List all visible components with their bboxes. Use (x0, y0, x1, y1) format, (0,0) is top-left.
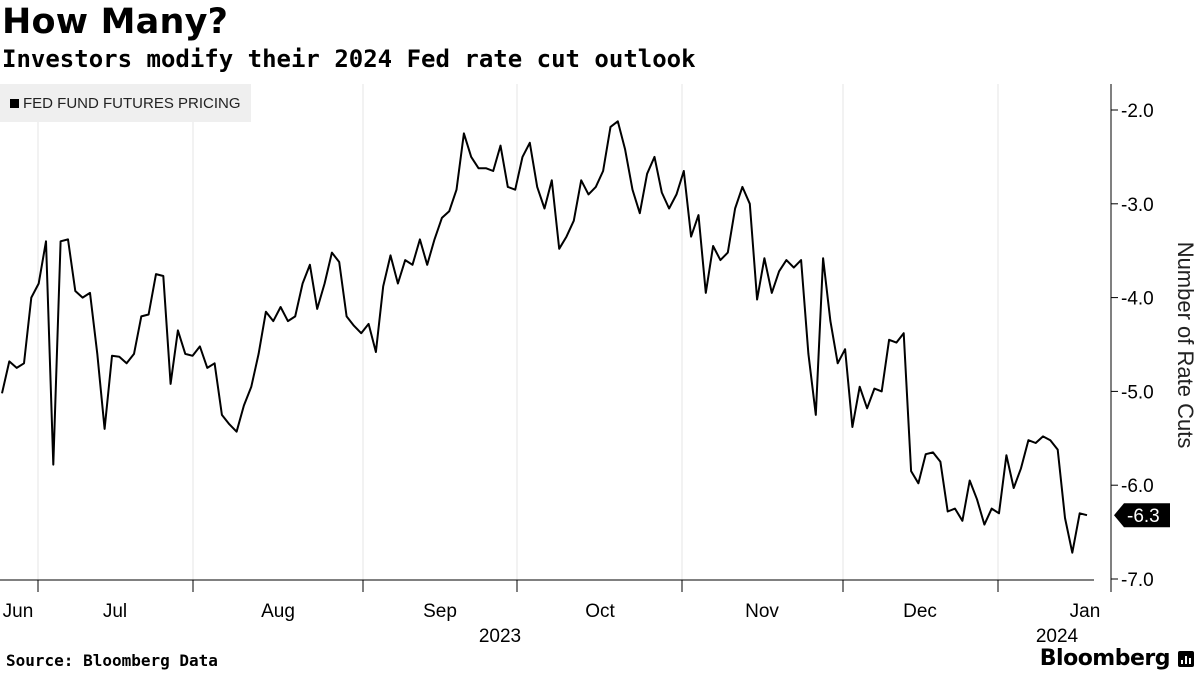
x-axis: Jun Jul Aug Sep Oct Nov Dec Jan 2023 2024 (0, 579, 1101, 647)
y-tick-label: -3.0 (1121, 195, 1154, 216)
x-tick-label: Jun (3, 601, 34, 622)
x-tick-label: Sep (423, 601, 457, 622)
brand-logo-text: Bloomberg (1039, 646, 1171, 671)
x-tick-label: Jul (103, 601, 127, 622)
last-value-label: -6.3 (1127, 506, 1160, 527)
y-tick-label: -5.0 (1121, 382, 1154, 403)
x-tick-label: Jan (1070, 601, 1101, 622)
last-value-badge (1114, 503, 1170, 528)
series-line-fed-fund-futures (1, 120, 1088, 554)
chart-title: How Many? (2, 2, 229, 42)
legend-swatch (10, 98, 19, 108)
bloomberg-terminal-icon (1178, 651, 1194, 667)
y-tick-label: -4.0 (1121, 289, 1154, 310)
x-tick-label: Aug (261, 601, 295, 622)
last-value-marker: -6.3 (1114, 503, 1170, 528)
x-tick-label: Dec (903, 601, 937, 622)
x-year-label: 2023 (479, 626, 521, 647)
y-tick-label: -2.0 (1121, 101, 1154, 122)
x-year-label: 2024 (1036, 626, 1079, 647)
grid-lines (37, 84, 999, 580)
x-tick-label: Nov (745, 601, 779, 622)
chart-subtitle: Investors modify their 2024 Fed rate cut… (2, 45, 696, 73)
y-axis: -2.0 -3.0 -4.0 -5.0 -6.0 -7.0 (1110, 84, 1154, 592)
source-note: Source: Bloomberg Data (6, 651, 218, 670)
y-axis-title: Number of Rate Cuts (1173, 242, 1198, 449)
x-tick-label: Oct (585, 601, 615, 622)
y-tick-label: -6.0 (1121, 476, 1154, 497)
legend: FED FUND FUTURES PRICING (0, 84, 251, 122)
legend-label: FED FUND FUTURES PRICING (23, 94, 241, 112)
y-tick-label: -7.0 (1121, 570, 1154, 591)
